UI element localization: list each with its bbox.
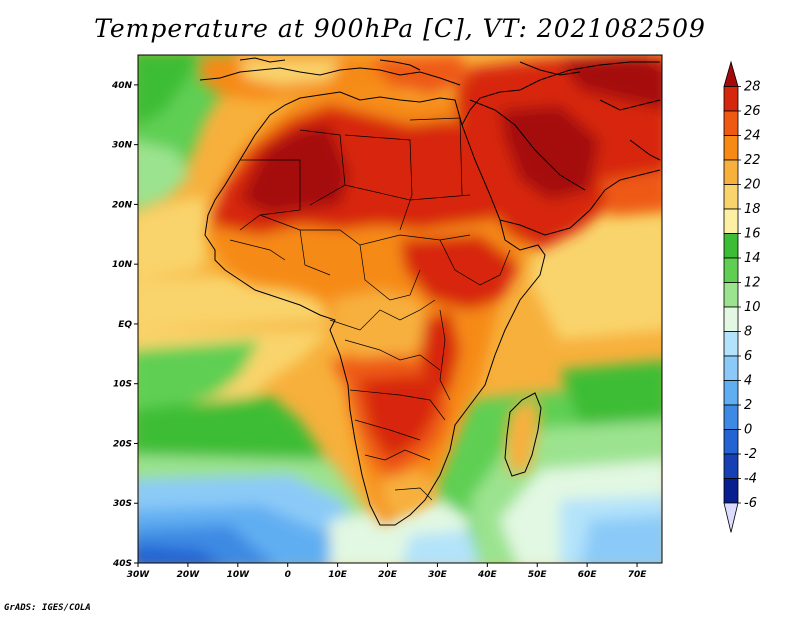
lon-tick-label: 30W [127, 570, 151, 580]
colorbar-swatch [723, 208, 739, 234]
longitude-axis: 30W 20W 10W 0 10E 20E 30E 40E 50E 60E 70E [127, 563, 647, 580]
colorbar-label: 26 [744, 104, 761, 119]
colorbar-swatch [723, 135, 739, 161]
lon-tick-label: 10W [227, 570, 251, 580]
lat-tick-label: 20N [112, 200, 133, 210]
colorbar-label: -6 [744, 496, 757, 511]
colorbar-label: -2 [744, 447, 757, 462]
colorbar-bottom-arrow [723, 502, 739, 533]
colorbar-swatch [723, 404, 739, 430]
colorbar-label: 8 [744, 325, 752, 340]
lon-tick-label: 10E [328, 570, 348, 580]
lat-tick-label: 10N [112, 260, 133, 270]
latitude-axis: 40N 30N 20N 10N EQ 10S 20S 30S 40S [111, 81, 138, 569]
lon-tick-label: 70E [628, 570, 648, 580]
grads-credit: GrADS: IGES/COLA [4, 603, 91, 613]
colorbar-label: 16 [744, 227, 761, 242]
colorbar-label: 0 [744, 423, 752, 438]
lat-tick-label: EQ [118, 320, 132, 330]
lon-tick-label: 50E [528, 570, 548, 580]
colorbar-swatch [723, 159, 739, 185]
colorbar-swatch [723, 86, 739, 112]
colorbar-swatch [723, 257, 739, 283]
lat-tick-label: 30S [113, 499, 132, 509]
colorbar-label: 24 [744, 129, 761, 144]
map-title: Temperature at 900hPa [C], VT: 202108250… [94, 14, 706, 43]
colorbar-label: -4 [744, 472, 757, 487]
lon-tick-label: 30E [428, 570, 448, 580]
lat-tick-label: 30N [112, 141, 133, 151]
country-borders [229, 117, 511, 501]
colorbar-label: 2 [744, 398, 752, 413]
colorbar-swatch [723, 282, 739, 308]
colorbar-swatch [723, 355, 739, 381]
colorbar-label: 20 [744, 178, 761, 193]
colorbar-swatch [723, 478, 739, 504]
colorbar-label: 10 [744, 300, 761, 315]
lon-tick-label: 40E [477, 570, 498, 580]
colorbar-label: 12 [744, 276, 761, 291]
lon-tick-label: 20W [177, 570, 201, 580]
map-frame [137, 54, 663, 564]
colorbar-label: 22 [744, 153, 761, 168]
temperature-field [138, 55, 662, 563]
lon-tick-label: 0 [285, 570, 291, 580]
lat-tick-label: 20S [113, 439, 132, 449]
colorbar-swatch [723, 306, 739, 332]
lon-tick-label: 20E [378, 570, 398, 580]
colorbar-swatch [723, 331, 739, 357]
lat-tick-label: 40S [112, 559, 132, 569]
lat-tick-label: 10S [113, 380, 132, 390]
colorbar-swatch [723, 429, 739, 455]
lat-tick-label: 40N [111, 81, 133, 91]
coastlines [199, 57, 661, 526]
colorbar-swatch [723, 110, 739, 136]
colorbar-top-arrow [723, 60, 739, 87]
colorbar-swatch [723, 184, 739, 210]
colorbar-label: 4 [744, 374, 752, 389]
colorbar-swatch [723, 453, 739, 479]
colorbar-label: 6 [744, 349, 752, 364]
colorbar-swatch [723, 233, 739, 259]
lon-tick-label: 60E [578, 570, 598, 580]
colorbar-swatch [723, 380, 739, 406]
colorbar-label: 28 [744, 80, 761, 95]
colorbar-label: 18 [744, 202, 761, 217]
colorbar-label: 14 [744, 251, 761, 266]
